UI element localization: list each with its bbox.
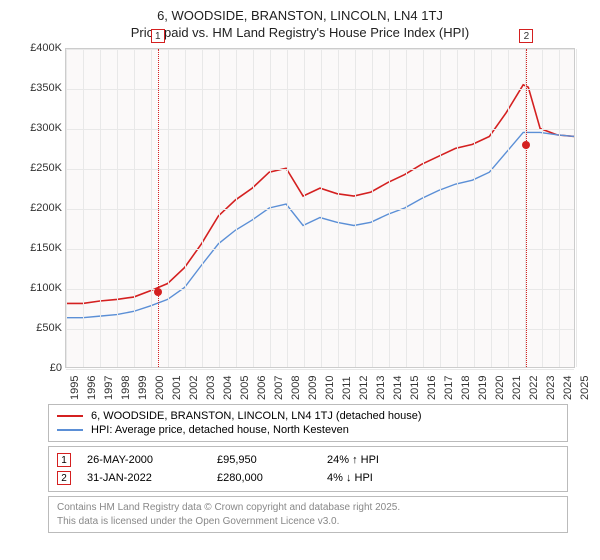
sale-price: £95,950 — [217, 454, 327, 466]
x-axis-label: 2009 — [307, 376, 319, 400]
x-axis-label: 2003 — [205, 376, 217, 400]
x-axis-label: 1996 — [86, 376, 98, 400]
x-axis-label: 2015 — [409, 376, 421, 400]
sale-badge: 1 — [57, 453, 71, 467]
table-row: 2 31-JAN-2022 £280,000 4% ↓ HPI — [57, 469, 559, 487]
reference-badge: 2 — [519, 29, 533, 43]
x-axis-label: 2016 — [426, 376, 438, 400]
chart-title: 6, WOODSIDE, BRANSTON, LINCOLN, LN4 1TJ — [10, 8, 590, 23]
series-lines — [66, 49, 574, 367]
x-axis-label: 2014 — [392, 376, 404, 400]
x-axis-label: 2005 — [239, 376, 251, 400]
x-axis-label: 1998 — [120, 376, 132, 400]
y-axis-label: £50K — [20, 322, 62, 334]
legend-item: 6, WOODSIDE, BRANSTON, LINCOLN, LN4 1TJ … — [57, 409, 559, 423]
x-axis-label: 2012 — [358, 376, 370, 400]
legend-box: 6, WOODSIDE, BRANSTON, LINCOLN, LN4 1TJ … — [48, 404, 568, 442]
y-axis-label: £100K — [20, 282, 62, 294]
legend-item: HPI: Average price, detached house, Nort… — [57, 423, 559, 437]
x-axis-label: 2020 — [494, 376, 506, 400]
footer-line: This data is licensed under the Open Gov… — [57, 515, 559, 529]
footer-attribution: Contains HM Land Registry data © Crown c… — [48, 496, 568, 533]
x-axis-label: 2025 — [579, 376, 591, 400]
footer-line: Contains HM Land Registry data © Crown c… — [57, 501, 559, 515]
sale-badge: 2 — [57, 471, 71, 485]
chart-subtitle: Price paid vs. HM Land Registry's House … — [10, 25, 590, 40]
y-axis-label: £250K — [20, 162, 62, 174]
legend-label: HPI: Average price, detached house, Nort… — [91, 424, 349, 436]
x-axis-label: 2013 — [375, 376, 387, 400]
x-axis-label: 2006 — [256, 376, 268, 400]
legend-swatch — [57, 429, 83, 431]
sale-price: £280,000 — [217, 472, 327, 484]
y-axis-label: £200K — [20, 202, 62, 214]
x-axis-label: 2024 — [562, 376, 574, 400]
x-axis-label: 2010 — [324, 376, 336, 400]
sale-date: 26-MAY-2000 — [87, 454, 217, 466]
chart-container: 6, WOODSIDE, BRANSTON, LINCOLN, LN4 1TJ … — [0, 0, 600, 560]
x-axis-label: 2017 — [443, 376, 455, 400]
x-axis-label: 2000 — [154, 376, 166, 400]
x-axis-label: 1997 — [103, 376, 115, 400]
plot-region: 12 — [65, 48, 575, 368]
x-axis-label: 2019 — [477, 376, 489, 400]
reference-line — [526, 49, 527, 367]
sale-marker — [154, 288, 162, 296]
chart-area: 12 £0£50K£100K£150K£200K£250K£300K£350K£… — [20, 48, 580, 398]
x-axis-label: 1995 — [69, 376, 81, 400]
x-axis-label: 2004 — [222, 376, 234, 400]
x-axis-label: 2011 — [341, 376, 353, 400]
x-axis-label: 2022 — [528, 376, 540, 400]
reference-badge: 1 — [151, 29, 165, 43]
x-axis-label: 2001 — [171, 376, 183, 400]
y-axis-label: £150K — [20, 242, 62, 254]
x-axis-label: 2023 — [545, 376, 557, 400]
x-axis-label: 2021 — [511, 376, 523, 400]
x-axis-label: 2018 — [460, 376, 472, 400]
y-axis-label: £0 — [20, 362, 62, 374]
sale-date: 31-JAN-2022 — [87, 472, 217, 484]
reference-line — [158, 49, 159, 367]
sale-marker — [522, 141, 530, 149]
sales-table: 1 26-MAY-2000 £95,950 24% ↑ HPI 2 31-JAN… — [48, 446, 568, 492]
x-axis-label: 1999 — [137, 376, 149, 400]
x-axis-label: 2002 — [188, 376, 200, 400]
sale-delta: 4% ↓ HPI — [327, 472, 427, 484]
table-row: 1 26-MAY-2000 £95,950 24% ↑ HPI — [57, 451, 559, 469]
y-axis-label: £400K — [20, 42, 62, 54]
series-subject — [66, 85, 574, 304]
x-axis-label: 2008 — [290, 376, 302, 400]
sale-delta: 24% ↑ HPI — [327, 454, 427, 466]
y-axis-label: £350K — [20, 82, 62, 94]
y-axis-label: £300K — [20, 122, 62, 134]
x-axis-label: 2007 — [273, 376, 285, 400]
legend-label: 6, WOODSIDE, BRANSTON, LINCOLN, LN4 1TJ … — [91, 410, 422, 422]
legend-swatch — [57, 415, 83, 417]
